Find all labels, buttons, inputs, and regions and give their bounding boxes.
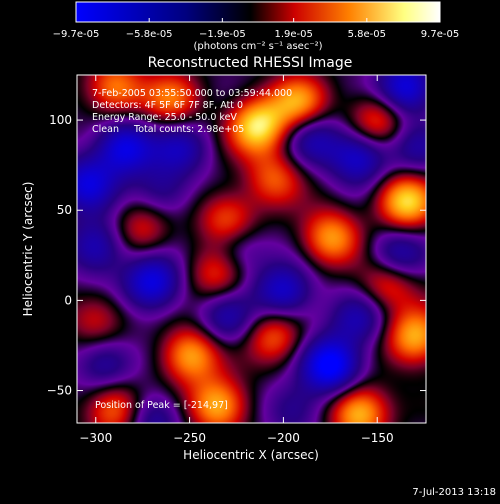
colorbar-ticks: −9.7e-05 −5.8e-05 −1.9e-05 1.9e-05 5.8e-05 9.… — [53, 18, 459, 40]
colorbar-tick-label: −5.8e-05 — [126, 29, 173, 40]
colorbar-tick-label: 1.9e-05 — [274, 29, 312, 40]
colorbar-unit-label: (photons cm⁻² s⁻¹ asec⁻²) — [193, 41, 322, 52]
annotation-time-range: 7-Feb-2005 03:55:50.000 to 03:59:44.000 — [92, 88, 292, 99]
annotation-clean-counts: Clean Total counts: 2.98e+05 — [92, 124, 244, 135]
colorbar-tick-label: 9.7e-05 — [421, 29, 459, 40]
y-tick-label: 0 — [64, 293, 72, 307]
colorbar — [75, 1, 441, 23]
colorbar-tick-label: −1.9e-05 — [199, 29, 246, 40]
y-tick-label: 50 — [57, 203, 72, 217]
x-tick-label: −250 — [173, 431, 206, 445]
x-tick-label: −300 — [79, 431, 112, 445]
x-tick-label: −150 — [361, 431, 394, 445]
x-tick-label: −200 — [267, 431, 300, 445]
colorbar-tick-label: −9.7e-05 — [53, 29, 100, 40]
y-tick-label: −50 — [47, 384, 72, 398]
annotation-block: 7-Feb-2005 03:55:50.000 to 03:59:44.000 … — [92, 88, 292, 135]
x-axis-label: Heliocentric X (arcsec) — [183, 448, 319, 462]
colorbar-tick-label: 5.8e-05 — [348, 29, 386, 40]
y-tick-label: 100 — [49, 113, 72, 127]
plot-frame — [76, 74, 427, 424]
annotation-detectors: Detectors: 4F 5F 6F 7F 8F, Att 0 — [92, 100, 243, 111]
chart-title: Reconstructed RHESSI Image — [148, 55, 353, 71]
footer-timestamp: 7-Jul-2013 13:18 — [412, 487, 496, 498]
annotation-energy-range: Energy Range: 25.0 - 50.0 keV — [92, 112, 237, 123]
peak-position-label: Position of Peak = [-214,97] — [95, 400, 228, 411]
y-axis-label: Heliocentric Y (arcsec) — [21, 182, 35, 317]
heatmap-image — [77, 75, 426, 423]
axis-ticks: −300 −250 −200 −150 −50 0 50 100 — [47, 75, 426, 445]
